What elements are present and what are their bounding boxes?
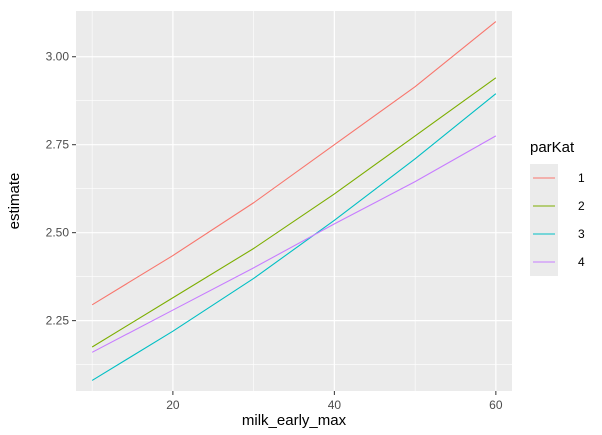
x-tick-label: 20 <box>166 398 180 412</box>
series-line-1 <box>91 21 497 306</box>
y-tick-label: 2.25 <box>46 314 70 328</box>
series-line-4 <box>91 135 497 353</box>
legend-label-1: 1 <box>578 171 585 185</box>
y-axis-title: estimate <box>6 173 23 230</box>
minor-gridlines <box>76 11 512 391</box>
y-tick-label: 2.50 <box>46 226 70 240</box>
series-line-2 <box>91 77 497 348</box>
y-tick-label: 2.75 <box>46 138 70 152</box>
x-axis-title: milk_early_max <box>242 412 347 429</box>
major-gridlines <box>76 11 512 391</box>
legend-label-3: 3 <box>578 227 585 241</box>
y-axis: 2.25 2.50 2.75 3.00 <box>46 50 76 328</box>
x-axis: 20 40 60 <box>166 391 503 412</box>
x-tick-label: 60 <box>489 398 503 412</box>
series-lines <box>91 21 497 381</box>
panel-background <box>76 11 512 391</box>
legend-label-2: 2 <box>578 199 585 213</box>
legend: parKat 1 2 3 4 <box>530 139 585 276</box>
y-tick-label: 3.00 <box>46 50 70 64</box>
series-line-3 <box>91 93 497 381</box>
x-tick-label: 40 <box>328 398 342 412</box>
legend-title: parKat <box>530 139 575 156</box>
legend-label-4: 4 <box>578 255 585 269</box>
